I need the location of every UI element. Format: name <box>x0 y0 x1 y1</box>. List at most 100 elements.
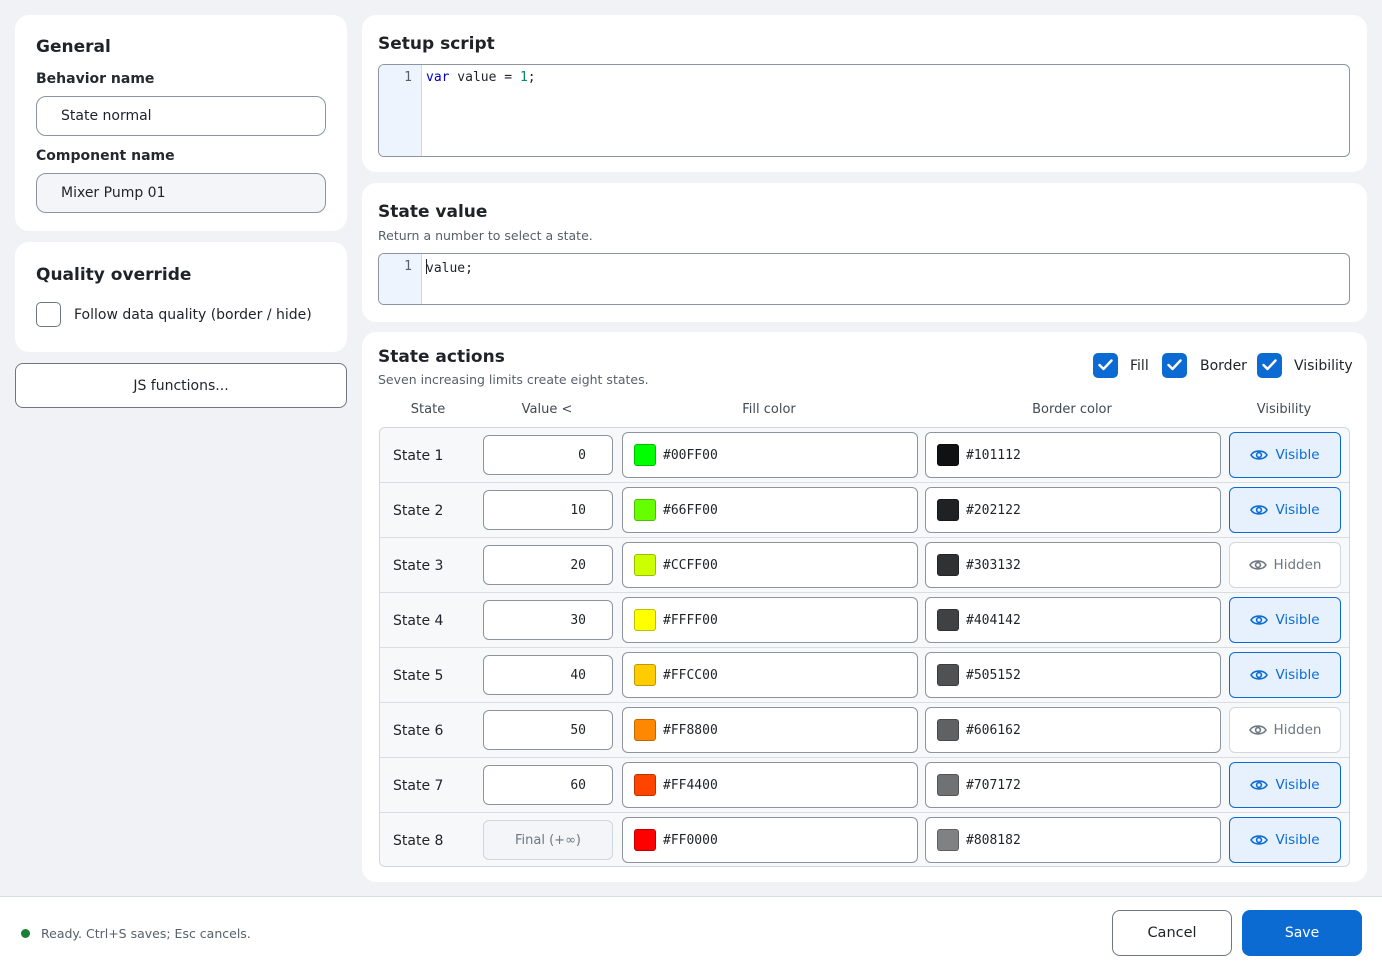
fill-toggle-checkbox[interactable] <box>1093 353 1118 378</box>
state-limit-input[interactable]: 30 <box>483 600 613 640</box>
state-value-editor[interactable]: 1 value; <box>378 253 1350 305</box>
visibility-toggle-button[interactable]: Hidden <box>1229 707 1341 753</box>
visibility-toggle-button[interactable]: Visible <box>1229 597 1341 643</box>
border-color-hex: #505152 <box>966 667 1021 683</box>
visibility-toggle-button[interactable]: Visible <box>1229 762 1341 808</box>
setup-line-number: 1 <box>404 70 412 85</box>
visibility-label: Hidden <box>1273 557 1322 573</box>
setup-line-numbers: 1 <box>379 65 422 156</box>
state-limit-input[interactable]: 40 <box>483 655 613 695</box>
border-toggle-label: Border <box>1200 358 1247 374</box>
state-value-card: State value Return a number to select a … <box>362 183 1367 322</box>
state-limit-input[interactable]: 10 <box>483 490 613 530</box>
border-toggle-checkbox[interactable] <box>1162 353 1187 378</box>
behavior-name-input[interactable]: State normal <box>36 96 326 136</box>
column-header-state: State <box>410 402 446 417</box>
border-color-swatch[interactable] <box>937 664 959 686</box>
border-color-input[interactable]: #404142 <box>925 597 1221 643</box>
visibility-label: Visible <box>1275 777 1320 793</box>
state-label: State 7 <box>393 777 444 794</box>
setup-code-keyword: var <box>426 70 450 85</box>
component-name-input[interactable]: Mixer Pump 01 <box>36 173 326 213</box>
fill-color-input[interactable]: #CCFF00 <box>622 542 918 588</box>
quality-override-card: Quality override Follow data quality (bo… <box>15 242 347 352</box>
border-color-hex: #606162 <box>966 722 1021 738</box>
visibility-toggle-button[interactable]: Hidden <box>1229 542 1341 588</box>
text-cursor <box>426 259 427 274</box>
border-color-input[interactable]: #303132 <box>925 542 1221 588</box>
save-button[interactable]: Save <box>1242 910 1362 956</box>
state-actions-table: State 1 0 #00FF00 #101112 Visible State 2 10 #6… <box>379 427 1350 867</box>
column-header-border-color: Border color <box>1032 402 1112 417</box>
visibility-label: Visible <box>1275 447 1320 463</box>
fill-color-swatch[interactable] <box>634 774 656 796</box>
border-color-swatch[interactable] <box>937 719 959 741</box>
border-color-input[interactable]: #606162 <box>925 707 1221 753</box>
component-name-label: Component name <box>36 148 175 164</box>
component-name-value: Mixer Pump 01 <box>61 185 166 201</box>
border-color-swatch[interactable] <box>937 774 959 796</box>
fill-color-hex: #FFFF00 <box>663 612 718 628</box>
fill-color-input[interactable]: #FF8800 <box>622 707 918 753</box>
eye-icon <box>1250 780 1269 790</box>
visibility-toggle-button[interactable]: Visible <box>1229 652 1341 698</box>
visibility-label: Visible <box>1275 667 1320 683</box>
fill-color-swatch[interactable] <box>634 609 656 631</box>
column-header-visibility: Visibility <box>1256 402 1312 417</box>
visibility-toggle-button[interactable]: Visible <box>1229 487 1341 533</box>
fill-color-input[interactable]: #66FF00 <box>622 487 918 533</box>
js-functions-button[interactable]: JS functions... <box>15 363 347 408</box>
border-color-swatch[interactable] <box>937 554 959 576</box>
state-actions-title: State actions <box>378 347 505 367</box>
setup-code-line: var value = 1; <box>426 70 536 85</box>
fill-color-input[interactable]: #00FF00 <box>622 432 918 478</box>
state-limit-input[interactable]: 20 <box>483 545 613 585</box>
state-value-subtitle: Return a number to select a state. <box>378 228 593 243</box>
check-icon <box>1098 359 1113 371</box>
border-color-input[interactable]: #808182 <box>925 817 1221 863</box>
fill-color-input[interactable]: #FFCC00 <box>622 652 918 698</box>
border-color-swatch[interactable] <box>937 609 959 631</box>
visibility-label: Visible <box>1275 612 1320 628</box>
border-color-input[interactable]: #101112 <box>925 432 1221 478</box>
eye-icon <box>1248 725 1267 735</box>
state-row: State 2 10 #66FF00 #202122 Visible <box>380 483 1349 538</box>
border-color-input[interactable]: #505152 <box>925 652 1221 698</box>
border-color-hex: #101112 <box>966 447 1021 463</box>
eye-icon <box>1250 835 1269 845</box>
fill-color-swatch[interactable] <box>634 664 656 686</box>
visibility-toggle-button[interactable]: Visible <box>1229 432 1341 478</box>
fill-color-hex: #FF8800 <box>663 722 718 738</box>
setup-script-editor[interactable]: 1 var value = 1; <box>378 64 1350 157</box>
border-color-input[interactable]: #707172 <box>925 762 1221 808</box>
state-limit-input[interactable]: 60 <box>483 765 613 805</box>
border-color-swatch[interactable] <box>937 499 959 521</box>
state-row: State 4 30 #FFFF00 #404142 Visible <box>380 593 1349 648</box>
fill-color-input[interactable]: #FF4400 <box>622 762 918 808</box>
fill-color-swatch[interactable] <box>634 829 656 851</box>
fill-color-hex: #FF0000 <box>663 832 718 848</box>
fill-color-hex: #FFCC00 <box>663 667 718 683</box>
fill-color-swatch[interactable] <box>634 719 656 741</box>
state-label: State 1 <box>393 447 444 464</box>
fill-color-input[interactable]: #FF0000 <box>622 817 918 863</box>
border-color-input[interactable]: #202122 <box>925 487 1221 533</box>
follow-quality-checkbox[interactable] <box>36 302 61 327</box>
border-color-hex: #202122 <box>966 502 1021 518</box>
fill-color-swatch[interactable] <box>634 444 656 466</box>
fill-color-swatch[interactable] <box>634 499 656 521</box>
border-color-swatch[interactable] <box>937 829 959 851</box>
column-header-fill-color: Fill color <box>742 402 796 417</box>
fill-color-hex: #66FF00 <box>663 502 718 518</box>
follow-quality-label: Follow data quality (border / hide) <box>74 307 312 323</box>
state-value-line-numbers: 1 <box>379 254 422 304</box>
border-color-swatch[interactable] <box>937 444 959 466</box>
visibility-toggle-button[interactable]: Visible <box>1229 817 1341 863</box>
fill-color-input[interactable]: #FFFF00 <box>622 597 918 643</box>
state-limit-input[interactable]: 0 <box>483 435 613 475</box>
visibility-toggle-checkbox[interactable] <box>1257 353 1282 378</box>
state-limit-input[interactable]: 50 <box>483 710 613 750</box>
state-value-code: value; <box>426 261 473 276</box>
cancel-button[interactable]: Cancel <box>1112 910 1232 956</box>
fill-color-swatch[interactable] <box>634 554 656 576</box>
